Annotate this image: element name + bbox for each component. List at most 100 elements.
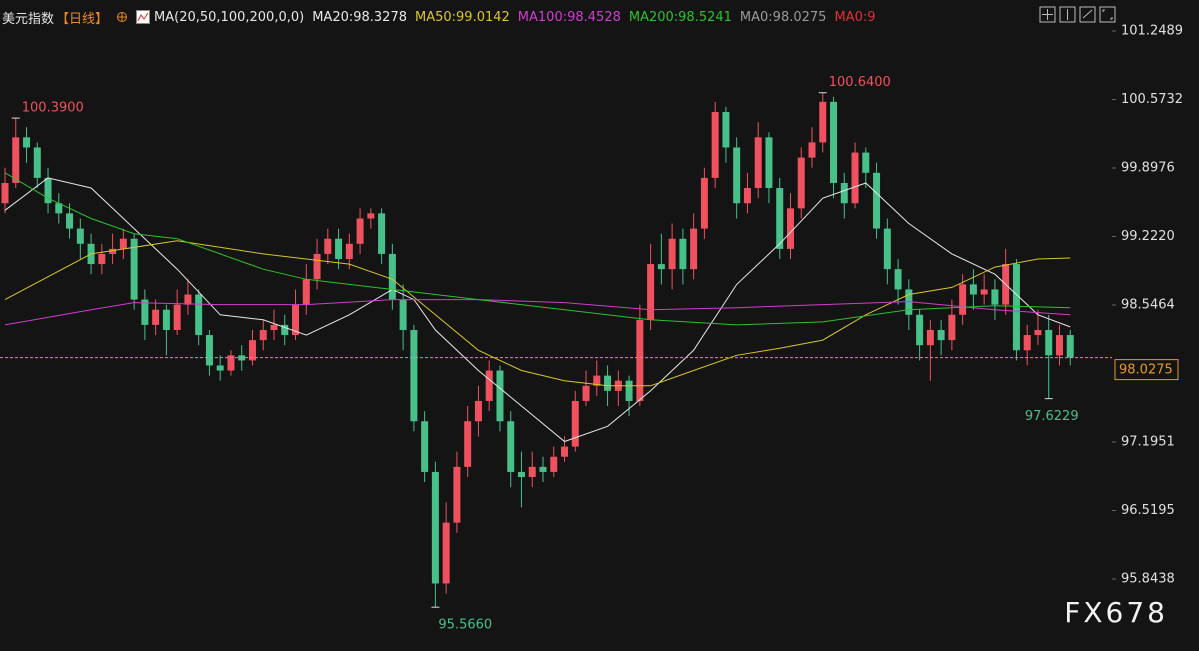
- candle-body: [851, 152, 859, 204]
- legend-item: MA20:98.3278: [312, 9, 407, 25]
- candle-body: [464, 421, 472, 467]
- indicator-name: MA(20,50,100,200,0,0): [154, 9, 305, 25]
- candle-body: [44, 177, 52, 204]
- fullscreen-button[interactable]: [1099, 6, 1116, 23]
- candle-body: [937, 329, 945, 341]
- candle-body: [324, 238, 332, 254]
- candle-body: [604, 375, 612, 391]
- candle-body: [184, 294, 192, 305]
- candle-body: [550, 456, 558, 472]
- candle-body: [507, 421, 515, 472]
- candle-body: [754, 137, 762, 189]
- toolbar: [1039, 6, 1116, 23]
- ma-line: [4, 240, 1071, 387]
- candle-body: [335, 238, 343, 260]
- candle-body: [23, 137, 31, 148]
- candle-body: [55, 203, 63, 214]
- candle-body: [873, 172, 881, 229]
- candle-body: [141, 299, 149, 325]
- candle-body: [431, 471, 439, 584]
- candle-body: [765, 137, 773, 189]
- ma-line: [4, 177, 1071, 443]
- candle-body: [496, 370, 504, 422]
- candle-body: [378, 213, 386, 254]
- candle-body: [453, 466, 461, 523]
- last-price-label: 98.0275: [1119, 363, 1173, 378]
- candle-body: [12, 137, 20, 183]
- indicator-icon[interactable]: [136, 10, 151, 24]
- extreme-label: 95.5660: [438, 618, 492, 633]
- icon-stroke: [1102, 9, 1105, 12]
- candle-body: [948, 314, 956, 341]
- extreme-label: 100.3900: [22, 101, 84, 116]
- candle-body: [883, 228, 891, 270]
- candle-body: [388, 253, 396, 300]
- candle-body: [302, 279, 310, 305]
- candle-body: [1045, 329, 1053, 356]
- candle-body: [700, 177, 708, 229]
- candle-body: [722, 111, 730, 148]
- y-tick-label: 98.5464: [1121, 298, 1175, 313]
- candle-body: [292, 304, 300, 336]
- crosshair-button[interactable]: [1039, 6, 1056, 23]
- candle-body: [528, 466, 536, 478]
- candle-body: [98, 253, 106, 265]
- candle-body: [657, 264, 665, 270]
- candle-body: [959, 284, 967, 315]
- candle-body: [517, 471, 525, 478]
- layout-button[interactable]: [1059, 6, 1076, 23]
- candle-body: [679, 238, 687, 270]
- candle-body: [1012, 264, 1020, 351]
- candle-body: [367, 213, 375, 219]
- candle-body: [281, 324, 289, 336]
- candle-body: [1034, 329, 1042, 336]
- candle-body: [980, 289, 988, 295]
- candle-body: [474, 400, 482, 422]
- candle-body: [410, 329, 418, 422]
- ma-line: [4, 299, 1071, 326]
- candle-body: [991, 289, 999, 305]
- candle-body: [345, 243, 353, 260]
- add-icon[interactable]: [116, 11, 128, 23]
- extreme-label: 97.6229: [1025, 409, 1079, 424]
- candle-body: [916, 314, 924, 346]
- candle-body: [711, 111, 719, 178]
- icon-stroke: [1082, 9, 1093, 19]
- extreme-label: 100.6400: [829, 75, 891, 90]
- candle-body: [313, 253, 321, 280]
- ma-line: [4, 172, 1071, 326]
- candle-body: [797, 157, 805, 209]
- candle-body: [668, 238, 676, 270]
- candle-body: [743, 188, 751, 204]
- candle-body: [109, 248, 117, 254]
- candle-body: [647, 264, 655, 320]
- candle-body: [969, 284, 977, 295]
- y-tick-label: 95.8438: [1121, 572, 1175, 587]
- last-price-box: [1114, 359, 1179, 381]
- y-tick-label: 96.5195: [1121, 503, 1175, 518]
- candle-body: [195, 294, 203, 336]
- legend-item: MA0:9: [834, 9, 876, 25]
- candle-body: [152, 309, 160, 325]
- candle-body: [399, 299, 407, 330]
- candle-body: [582, 385, 590, 401]
- candle-body: [733, 147, 741, 204]
- candle-body: [636, 319, 644, 401]
- legend: 美元指数 【日线】 MA(20,50,100,200,0,0) MA20:98.…: [2, 7, 883, 27]
- candle-body: [830, 101, 838, 183]
- candle-body: [421, 421, 429, 472]
- candle-body: [76, 228, 84, 244]
- candle-body: [259, 329, 267, 341]
- watermark: FX678: [1064, 596, 1168, 629]
- candle-body: [1, 182, 9, 204]
- candle-body: [33, 147, 41, 178]
- legend-item: MA50:99.0142: [415, 9, 510, 25]
- candle-body: [173, 304, 181, 330]
- candle-body: [808, 142, 816, 158]
- legend-period[interactable]: 【日线】: [56, 11, 109, 27]
- candle-body: [786, 208, 794, 249]
- legend-item: MA100:98.4528: [517, 9, 621, 25]
- candle-body: [216, 365, 224, 371]
- candle-body: [205, 335, 213, 366]
- draw-button[interactable]: [1079, 6, 1096, 23]
